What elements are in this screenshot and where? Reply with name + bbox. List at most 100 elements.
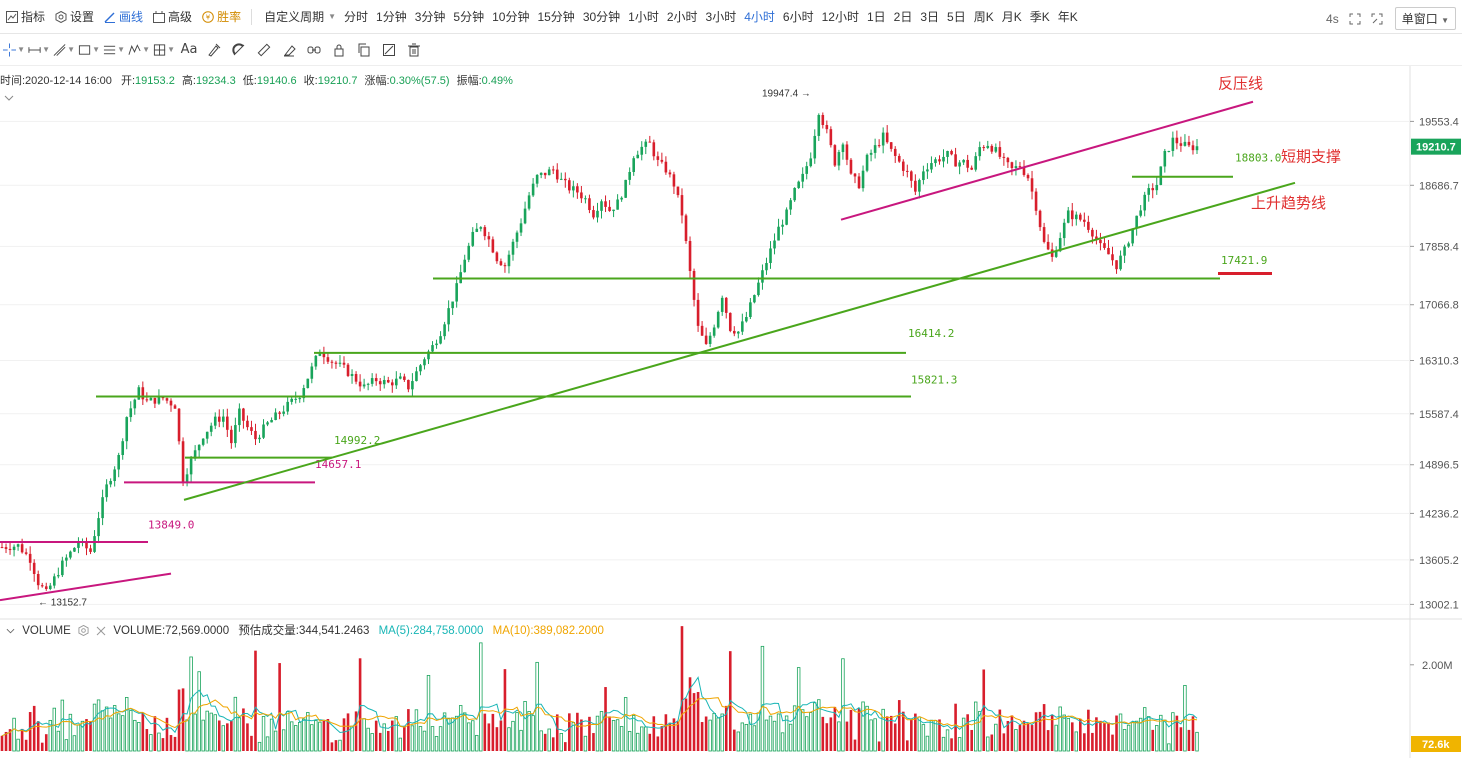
period-3[interactable]: 5分钟 bbox=[453, 10, 485, 24]
settings-icon[interactable] bbox=[78, 625, 89, 637]
candle-body bbox=[1070, 210, 1074, 220]
candle-body bbox=[89, 548, 92, 552]
candle-body bbox=[837, 152, 841, 166]
candle-body bbox=[189, 458, 193, 475]
candle-body bbox=[48, 585, 52, 590]
candle-body bbox=[141, 387, 145, 400]
period-18[interactable]: 月K bbox=[1001, 10, 1022, 24]
volume-bar bbox=[748, 713, 753, 752]
tool-winrate[interactable]: ¥ 胜率 bbox=[202, 8, 241, 25]
candle-body bbox=[201, 438, 205, 445]
collapse-chevron-icon[interactable] bbox=[4, 94, 14, 102]
candle-body bbox=[700, 325, 704, 336]
candle-body bbox=[1099, 239, 1102, 244]
volume-bar bbox=[157, 732, 161, 752]
volume-bar bbox=[346, 713, 350, 751]
volume-ma10-line bbox=[1, 697, 1198, 737]
chevron-down-icon: ▼ bbox=[328, 12, 337, 21]
period-16[interactable]: 5日 bbox=[947, 10, 966, 24]
period-13[interactable]: 1日 bbox=[866, 10, 886, 24]
volume-bar bbox=[1151, 729, 1155, 751]
period-9[interactable]: 3小时 bbox=[705, 10, 737, 24]
period-1[interactable]: 1分钟 bbox=[376, 10, 407, 24]
restore-window-icon[interactable] bbox=[1371, 13, 1383, 25]
delete-tool[interactable] bbox=[403, 39, 425, 61]
tool-indicator[interactable]: 指标 bbox=[6, 8, 45, 25]
candle-body bbox=[16, 544, 20, 547]
close-icon[interactable] bbox=[96, 626, 106, 636]
eraser-tool[interactable] bbox=[278, 39, 300, 61]
info-open: 19153.2 bbox=[135, 75, 175, 87]
candle-body bbox=[761, 270, 764, 283]
period-0[interactable]: 分时 bbox=[344, 10, 369, 24]
fullscreen-icon[interactable] bbox=[1349, 13, 1361, 25]
candle-body bbox=[507, 254, 511, 267]
period-12[interactable]: 12小时 bbox=[821, 10, 859, 24]
candle-body bbox=[628, 171, 631, 180]
volume-bar bbox=[418, 726, 423, 752]
lock-tool[interactable] bbox=[328, 39, 350, 61]
link-tool[interactable] bbox=[303, 39, 325, 61]
period-6[interactable]: 30分钟 bbox=[582, 10, 621, 24]
candle-body bbox=[865, 154, 869, 171]
volume-bar bbox=[1014, 729, 1018, 752]
period-20[interactable]: 年K bbox=[1057, 10, 1078, 24]
tool-draw-line[interactable]: 画线 bbox=[104, 8, 143, 25]
period-14[interactable]: 2日 bbox=[893, 10, 913, 24]
hline-tool[interactable]: ▼ bbox=[28, 39, 50, 61]
volume-bar bbox=[378, 732, 382, 751]
volume-bar bbox=[370, 733, 374, 752]
period-8[interactable]: 2小时 bbox=[666, 10, 698, 24]
window-mode-select[interactable]: 单窗口 ▼ bbox=[1394, 7, 1456, 30]
candle-body bbox=[580, 192, 583, 199]
draw-line-icon bbox=[104, 12, 116, 23]
candle-body bbox=[169, 400, 173, 406]
candle-body bbox=[680, 195, 684, 216]
period-10[interactable]: 4小时 bbox=[744, 10, 775, 24]
period-7[interactable]: 1小时 bbox=[628, 10, 659, 24]
volume-bar bbox=[676, 721, 680, 751]
volume-bar bbox=[970, 729, 973, 751]
copy-tool[interactable] bbox=[353, 39, 375, 61]
hide-tool[interactable] bbox=[378, 39, 400, 61]
period-4[interactable]: 10分钟 bbox=[492, 10, 530, 24]
volume-bar bbox=[833, 706, 837, 751]
ruler-tool[interactable] bbox=[253, 39, 275, 61]
measure-tool[interactable]: ▼ bbox=[153, 39, 175, 61]
candle-body bbox=[793, 187, 796, 201]
volume-bar bbox=[829, 717, 833, 751]
period-5[interactable]: 15分钟 bbox=[537, 10, 575, 24]
candle-body bbox=[531, 183, 535, 196]
price-tick-label: 14896.5 bbox=[1419, 460, 1459, 472]
period-2[interactable]: 3分钟 bbox=[414, 10, 446, 24]
candle-body bbox=[487, 236, 491, 240]
volume-bar bbox=[250, 735, 253, 751]
period-19[interactable]: 季K bbox=[1029, 10, 1050, 24]
period-17[interactable]: 周K bbox=[973, 10, 994, 24]
volume-bar bbox=[772, 720, 777, 752]
candle-body bbox=[1135, 215, 1138, 229]
text-tool[interactable]: Aa bbox=[178, 39, 200, 61]
tool-settings[interactable]: 设置 bbox=[55, 8, 94, 25]
candle-body bbox=[399, 376, 402, 379]
tool-winrate-label: 胜率 bbox=[217, 10, 242, 24]
kline-chart[interactable]: 19553.4 18686.7 17858.4 17066.8 16310.3 15587… bbox=[0, 66, 1462, 758]
period-11[interactable]: 6小时 bbox=[782, 10, 814, 24]
crosshair-tool[interactable]: ▼ bbox=[3, 39, 25, 61]
tool-advanced[interactable]: 高级 bbox=[153, 8, 192, 25]
candle-body bbox=[193, 450, 197, 459]
magnet-tool[interactable] bbox=[228, 39, 250, 61]
candle-body bbox=[447, 308, 450, 325]
brush-tool[interactable] bbox=[203, 39, 225, 61]
fib-tool[interactable]: ▼ bbox=[103, 39, 125, 61]
rectangle-tool[interactable]: ▼ bbox=[78, 39, 100, 61]
volume-bar bbox=[4, 731, 8, 751]
horizontal-line-icon bbox=[28, 46, 41, 53]
volume-bar bbox=[966, 714, 969, 751]
period-15[interactable]: 3日 bbox=[920, 10, 940, 24]
custom-period-dropdown[interactable]: 自定义周期 ▼ bbox=[264, 8, 336, 25]
wave-tool[interactable]: ▼ bbox=[128, 39, 150, 61]
collapse-chevron-icon[interactable] bbox=[6, 627, 15, 635]
candle-body bbox=[584, 198, 587, 200]
trendline-tool[interactable]: ▼ bbox=[53, 39, 75, 61]
